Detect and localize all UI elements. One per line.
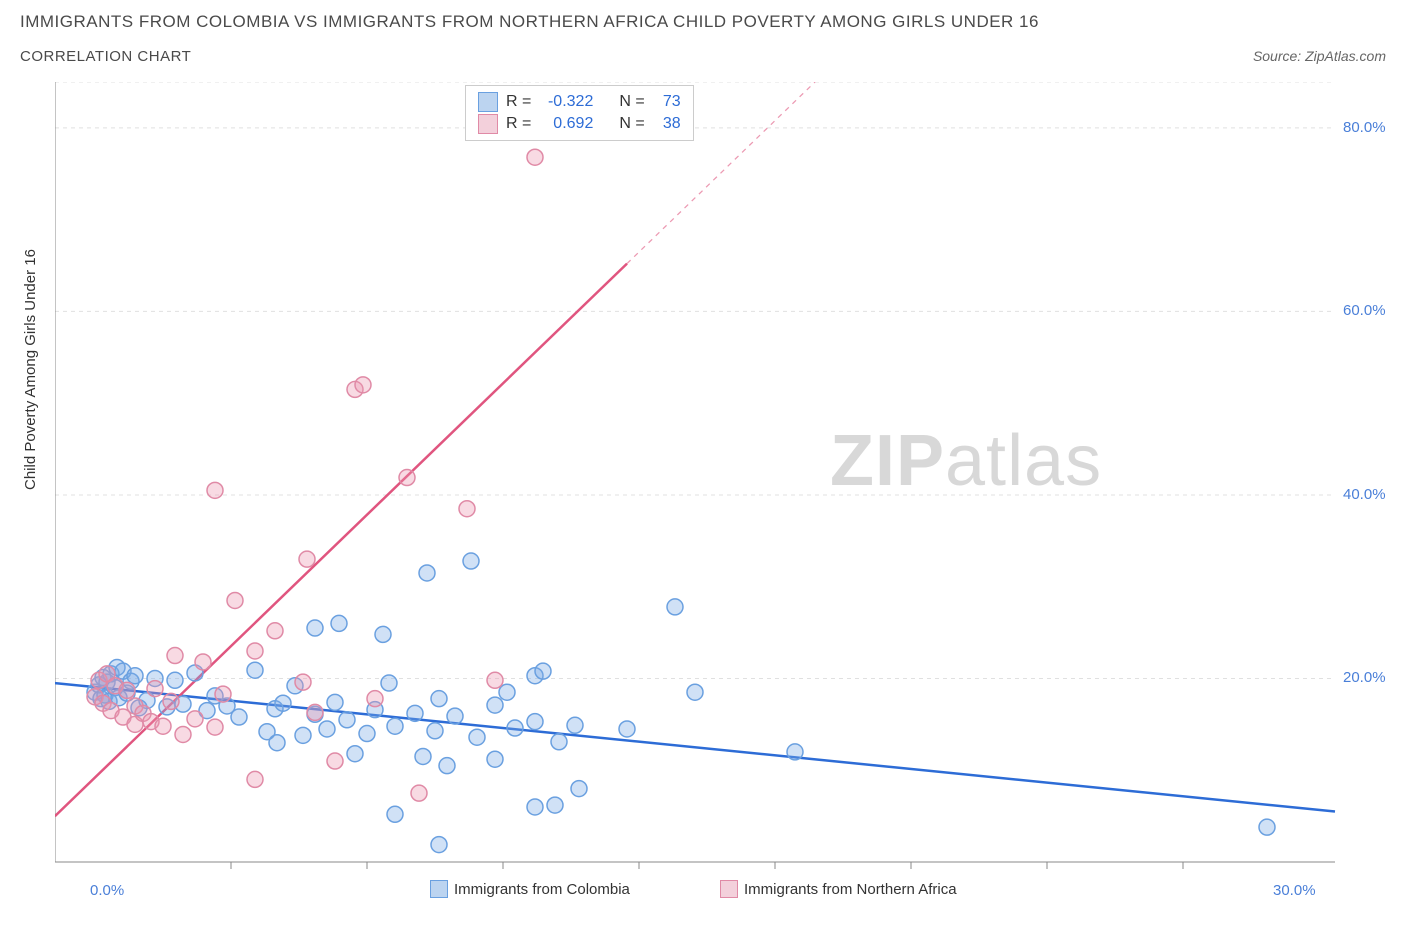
legend-label: Immigrants from Northern Africa xyxy=(744,881,957,898)
scatter-chart xyxy=(55,82,1385,882)
x-tick-label: 0.0% xyxy=(90,882,124,899)
source-label: Source: ZipAtlas.com xyxy=(1253,48,1386,64)
legend-label: Immigrants from Colombia xyxy=(454,881,630,898)
chart-subtitle: CORRELATION CHART xyxy=(20,48,191,65)
y-tick-label: 60.0% xyxy=(1343,302,1386,319)
x-tick-label: 30.0% xyxy=(1273,882,1316,899)
stat-swatch-icon xyxy=(478,114,498,134)
legend-swatch-icon xyxy=(720,880,738,898)
stat-r-label: R = xyxy=(506,115,531,133)
legend-item: Immigrants from Northern Africa xyxy=(720,880,957,898)
y-tick-label: 20.0% xyxy=(1343,669,1386,686)
stat-r-value: 0.692 xyxy=(539,115,593,133)
correlation-stats-box: R = -0.322 N = 73 R = 0.692 N = 38 xyxy=(465,85,694,141)
legend-item: Immigrants from Colombia xyxy=(430,880,630,898)
stat-n-value: 38 xyxy=(653,115,681,133)
stat-n-label: N = xyxy=(619,93,644,111)
stat-r-value: -0.322 xyxy=(539,93,593,111)
y-tick-label: 80.0% xyxy=(1343,119,1386,136)
chart-title: IMMIGRANTS FROM COLOMBIA VS IMMIGRANTS F… xyxy=(20,12,1039,32)
stat-r-label: R = xyxy=(506,93,531,111)
stat-row: R = 0.692 N = 38 xyxy=(478,114,681,134)
chart-container: IMMIGRANTS FROM COLOMBIA VS IMMIGRANTS F… xyxy=(0,0,1406,930)
stat-n-value: 73 xyxy=(653,93,681,111)
y-tick-label: 40.0% xyxy=(1343,486,1386,503)
stat-swatch-icon xyxy=(478,92,498,112)
stat-row: R = -0.322 N = 73 xyxy=(478,92,681,112)
stat-n-label: N = xyxy=(619,115,644,133)
y-axis-label: Child Poverty Among Girls Under 16 xyxy=(22,249,39,490)
legend-swatch-icon xyxy=(430,880,448,898)
